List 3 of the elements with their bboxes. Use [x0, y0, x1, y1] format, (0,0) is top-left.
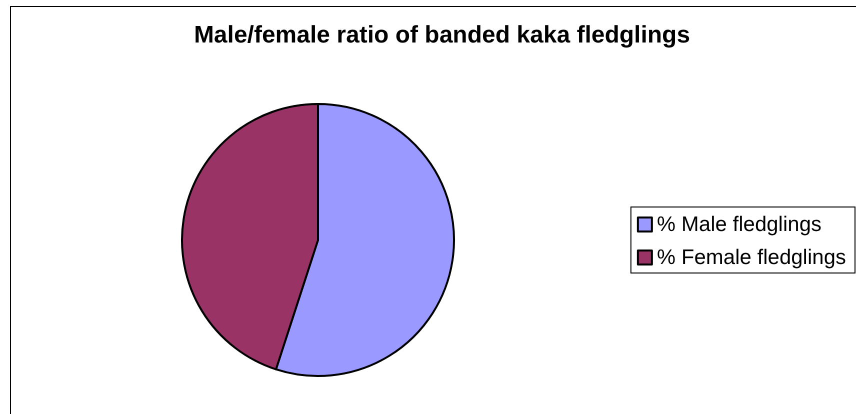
legend-label: % Female fledglings	[656, 246, 846, 269]
legend-label: % Male fledglings	[656, 213, 822, 236]
chart-title: Male/female ratio of banded kaka fledglings	[194, 22, 690, 48]
